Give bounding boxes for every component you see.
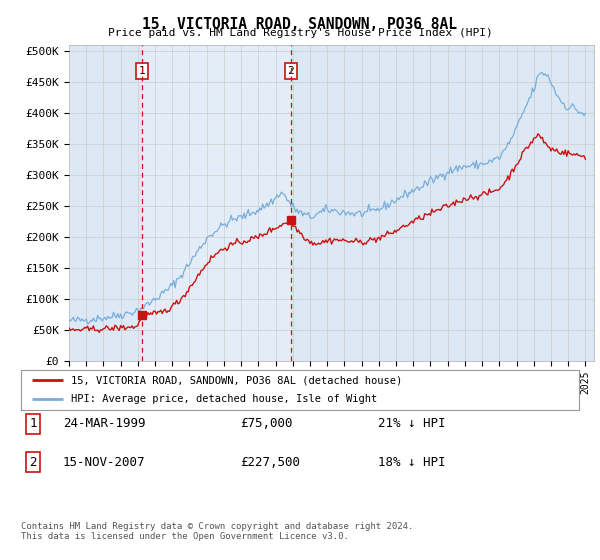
Text: 24-MAR-1999: 24-MAR-1999 bbox=[63, 417, 146, 431]
Text: £227,500: £227,500 bbox=[240, 455, 300, 469]
Text: 2: 2 bbox=[29, 455, 37, 469]
Text: 15, VICTORIA ROAD, SANDOWN, PO36 8AL (detached house): 15, VICTORIA ROAD, SANDOWN, PO36 8AL (de… bbox=[71, 375, 403, 385]
Text: 15-NOV-2007: 15-NOV-2007 bbox=[63, 455, 146, 469]
Text: £75,000: £75,000 bbox=[240, 417, 293, 431]
Text: 1: 1 bbox=[29, 417, 37, 431]
Text: 1: 1 bbox=[139, 66, 145, 76]
Text: 18% ↓ HPI: 18% ↓ HPI bbox=[378, 455, 445, 469]
Text: 2: 2 bbox=[287, 66, 294, 76]
Text: Price paid vs. HM Land Registry's House Price Index (HPI): Price paid vs. HM Land Registry's House … bbox=[107, 28, 493, 38]
Text: HPI: Average price, detached house, Isle of Wight: HPI: Average price, detached house, Isle… bbox=[71, 394, 377, 404]
Bar bbox=[142, 45, 291, 361]
Text: Contains HM Land Registry data © Crown copyright and database right 2024.
This d: Contains HM Land Registry data © Crown c… bbox=[21, 522, 413, 542]
Text: 15, VICTORIA ROAD, SANDOWN, PO36 8AL: 15, VICTORIA ROAD, SANDOWN, PO36 8AL bbox=[143, 17, 458, 32]
Text: 21% ↓ HPI: 21% ↓ HPI bbox=[378, 417, 445, 431]
